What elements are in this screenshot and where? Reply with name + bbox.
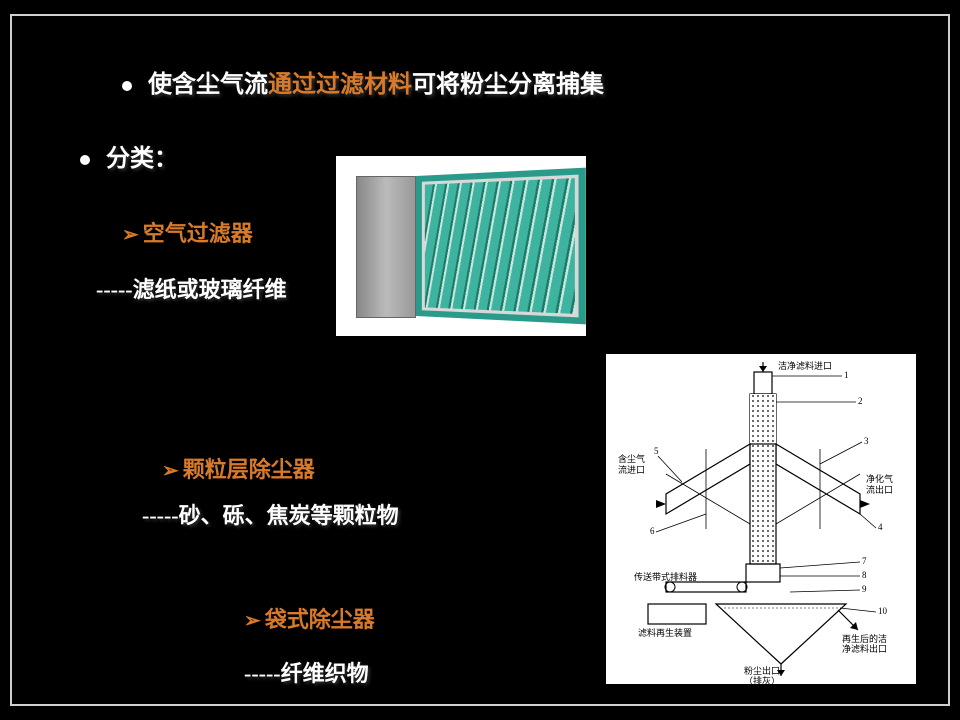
diag-num-2: 2 xyxy=(858,396,863,406)
diag-num-1: 1 xyxy=(844,370,849,380)
granular-filter-diagram: 洁净滤料进口 1 2 3 含尘气流进口 净化气流出口 5 xyxy=(606,354,916,684)
air-filter-image xyxy=(336,156,586,336)
diag-num-6: 6 xyxy=(650,526,655,536)
item-2-desc: -----砂、砾、焦炭等颗粒物 xyxy=(142,498,399,530)
item-3-title-text: 袋式除尘器 xyxy=(265,607,375,632)
item-1-title: ➢空气过滤器 xyxy=(122,216,253,248)
diag-label-regen: 滤料再生装置 xyxy=(638,627,692,638)
diag-num-4: 4 xyxy=(878,522,883,532)
chevron-right-icon: ➢ xyxy=(162,460,179,482)
diag-num-3: 3 xyxy=(864,436,869,446)
slide-frame: 使含尘气流通过过滤材料可将粉尘分离捕集 分类： ➢空气过滤器 -----滤纸或玻… xyxy=(10,14,950,706)
filter-pleats xyxy=(422,175,579,318)
item-1-desc: -----滤纸或玻璃纤维 xyxy=(96,272,287,304)
bullet-dot-icon xyxy=(122,81,132,91)
item-3-desc: -----纤维织物 xyxy=(244,656,369,688)
category-text: 分类： xyxy=(106,146,178,172)
diag-num-9: 9 xyxy=(862,584,867,594)
diag-label-top: 洁净滤料进口 xyxy=(778,360,832,371)
chevron-right-icon: ➢ xyxy=(122,224,139,246)
filter-panel xyxy=(416,168,586,325)
diag-num-8: 8 xyxy=(862,570,867,580)
main-suffix: 可将粉尘分离捕集 xyxy=(412,72,604,98)
bullet-dot-icon xyxy=(80,155,90,165)
diag-num-10: 10 xyxy=(878,606,888,616)
item-3-title: ➢袋式除尘器 xyxy=(244,602,375,634)
filter-housing xyxy=(356,176,416,318)
diag-num-7: 7 xyxy=(862,556,867,566)
main-highlight: 通过过滤材料 xyxy=(268,72,412,98)
diag-label-conveyor: 传送带式排料器 xyxy=(634,571,697,582)
diag-label-left: 含尘气流进口 xyxy=(618,453,645,475)
category-label: 分类： xyxy=(80,138,178,173)
chevron-right-icon: ➢ xyxy=(244,610,261,632)
granule-pattern xyxy=(750,394,776,444)
diag-label-right: 净化气流出口 xyxy=(866,473,893,495)
diag-label-dustout: 粉尘出口（排灰） xyxy=(744,665,780,684)
item-1-title-text: 空气过滤器 xyxy=(143,221,253,246)
diag-num-5: 5 xyxy=(654,446,659,456)
main-prefix: 使含尘气流 xyxy=(148,72,268,98)
item-2-title: ➢颗粒层除尘器 xyxy=(162,452,315,484)
diag-label-regenout: 再生后的洁净滤料出口 xyxy=(842,633,887,654)
main-bullet: 使含尘气流通过过滤材料可将粉尘分离捕集 xyxy=(122,64,604,99)
item-2-title-text: 颗粒层除尘器 xyxy=(183,457,315,482)
